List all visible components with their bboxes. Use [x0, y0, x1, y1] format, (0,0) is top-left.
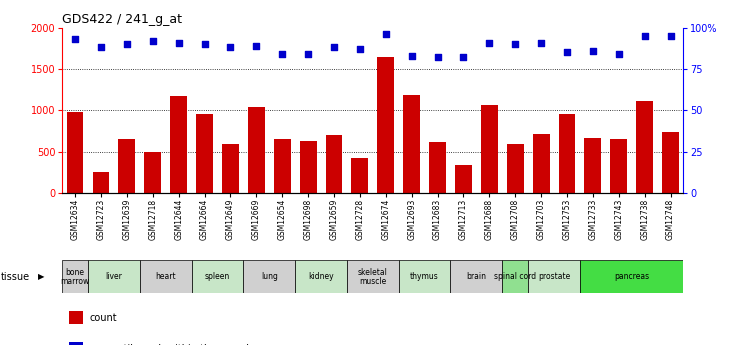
Point	[458, 55, 469, 60]
Text: percentile rank within the sample: percentile rank within the sample	[90, 344, 255, 345]
Bar	[144, 152, 161, 193]
Text: kidney: kidney	[308, 272, 334, 282]
Point	[199, 41, 211, 47]
Text: heart: heart	[156, 272, 176, 282]
Point	[587, 48, 599, 53]
Point	[664, 33, 676, 39]
Bar	[662, 132, 679, 193]
Text: bone
marrow: bone marrow	[61, 267, 90, 286]
Point	[380, 31, 392, 37]
Point	[328, 45, 340, 50]
Bar	[528, 260, 580, 293]
Bar	[192, 260, 243, 293]
Point	[251, 43, 262, 49]
Text: liver: liver	[105, 272, 122, 282]
Point	[510, 41, 521, 47]
Bar	[377, 57, 394, 193]
Bar	[118, 139, 135, 193]
Bar	[347, 260, 398, 293]
Bar	[325, 135, 342, 193]
Point	[121, 41, 133, 47]
Bar	[248, 107, 265, 193]
Point	[561, 50, 573, 55]
Text: spleen: spleen	[205, 272, 230, 282]
Text: brain: brain	[466, 272, 486, 282]
Bar	[636, 101, 653, 193]
Bar	[295, 260, 347, 293]
Bar	[580, 260, 683, 293]
Bar	[300, 141, 317, 193]
Text: spinal cord: spinal cord	[494, 272, 537, 282]
Bar	[93, 172, 110, 193]
Text: GDS422 / 241_g_at: GDS422 / 241_g_at	[62, 13, 182, 27]
Point	[613, 51, 624, 57]
Text: skeletal
muscle: skeletal muscle	[358, 267, 387, 286]
Bar	[398, 260, 450, 293]
Bar	[533, 135, 550, 193]
Point	[406, 53, 417, 59]
Bar	[481, 106, 498, 193]
Point	[432, 55, 444, 60]
Bar	[610, 139, 627, 193]
Bar	[243, 260, 295, 293]
Bar	[558, 114, 575, 193]
Point	[69, 37, 81, 42]
Bar	[62, 260, 88, 293]
Text: lung: lung	[261, 272, 278, 282]
Text: thymus: thymus	[410, 272, 439, 282]
Bar	[585, 138, 602, 193]
Bar	[140, 260, 192, 293]
Point	[276, 51, 288, 57]
Point	[354, 46, 366, 52]
Point	[302, 51, 314, 57]
Point	[224, 45, 236, 50]
Bar	[404, 95, 420, 193]
Bar	[274, 139, 291, 193]
Bar	[450, 260, 502, 293]
Point	[95, 45, 107, 50]
Text: prostate: prostate	[538, 272, 570, 282]
Point	[639, 33, 651, 39]
Point	[483, 40, 495, 45]
Point	[173, 40, 184, 45]
Bar	[502, 260, 528, 293]
Bar	[507, 144, 523, 193]
Text: count: count	[90, 313, 118, 323]
Text: ▶: ▶	[38, 272, 45, 282]
Bar	[429, 142, 446, 193]
Bar	[352, 158, 368, 193]
Bar	[222, 144, 239, 193]
Bar	[67, 112, 83, 193]
Bar	[196, 114, 213, 193]
Point	[147, 38, 159, 43]
Bar	[455, 165, 471, 193]
Text: tissue: tissue	[1, 272, 30, 282]
Bar	[88, 260, 140, 293]
Bar	[170, 96, 187, 193]
Text: pancreas: pancreas	[614, 272, 649, 282]
Point	[535, 40, 547, 45]
